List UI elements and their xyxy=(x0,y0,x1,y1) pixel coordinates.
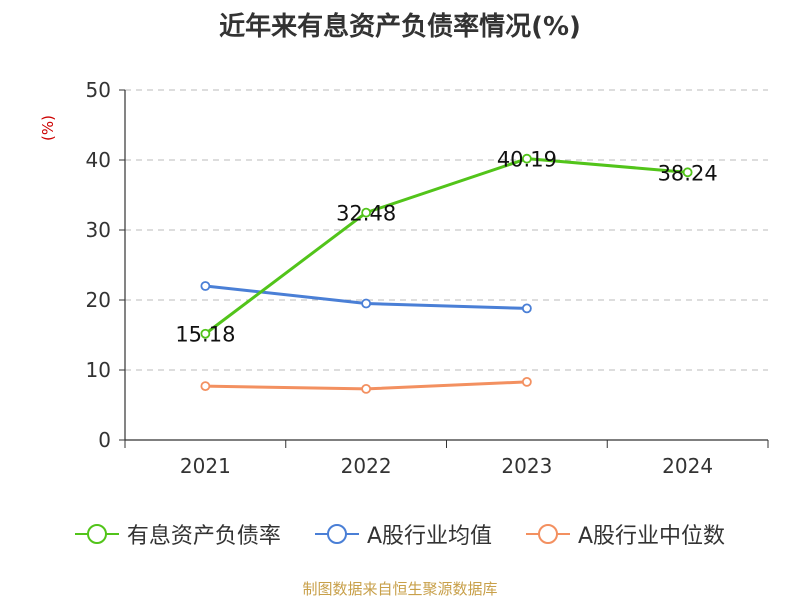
legend-marker-debt-ratio xyxy=(74,524,119,544)
chart-title: 近年来有息资产负债率情况(%) xyxy=(219,12,581,42)
legend-marker-industry-median xyxy=(526,524,570,544)
data-point-1-2021 xyxy=(200,281,211,291)
data-point-0-2023 xyxy=(521,153,532,164)
data-point-2-2022 xyxy=(361,383,372,394)
legend-marker-industry-mean xyxy=(314,524,359,544)
x-tick-label-2022: 2022 xyxy=(341,454,392,478)
data-point-0-2021 xyxy=(200,328,211,339)
y-tick-label-30: 30 xyxy=(86,218,111,242)
legend-item-industry-median[interactable]: A股行业中位数 xyxy=(526,518,725,550)
grid-lines xyxy=(125,89,768,371)
legend-item-industry-mean[interactable]: A股行业均值 xyxy=(314,518,492,550)
data-point-0-2022 xyxy=(361,207,372,218)
data-point-1-2022 xyxy=(361,298,372,309)
y-tick-label-40: 40 xyxy=(86,148,111,172)
y-tick-label-20: 20 xyxy=(86,288,111,312)
y-tick-label-10: 10 xyxy=(86,358,111,382)
legend-label-debt-ratio: 有息资产负债率 xyxy=(126,524,281,549)
source-note: 制图数据来自恒生聚源数据库 xyxy=(302,580,498,598)
data-point-2-2023 xyxy=(521,376,532,387)
legend-label-industry-median: A股行业中位数 xyxy=(578,524,726,549)
legend: 有息资产负债率 A股行业均值 A股行业中位数 xyxy=(0,518,800,550)
data-point-1-2023 xyxy=(521,303,532,314)
data-labels: 15.18 32.48 40.19 38.24 xyxy=(175,148,717,347)
data-label-2024: 38.24 xyxy=(658,161,718,185)
x-tick-label-2024: 2024 xyxy=(662,454,713,478)
axes: 0 10 20 30 40 50 2021 2022 2023 2024 xyxy=(86,78,769,478)
y-tick-label-0: 0 xyxy=(98,428,111,452)
data-label-2023: 40.19 xyxy=(497,148,557,172)
series-lines xyxy=(200,153,693,394)
legend-item-debt-ratio[interactable]: 有息资产负债率 xyxy=(74,518,281,550)
legend-label-industry-mean: A股行业均值 xyxy=(366,524,492,549)
y-tick-label-50: 50 xyxy=(86,78,111,102)
x-tick-label-2023: 2023 xyxy=(501,454,552,478)
data-point-0-2024 xyxy=(682,167,693,178)
x-tick-label-2021: 2021 xyxy=(180,454,231,478)
series-line-0 xyxy=(204,157,688,335)
data-label-2021: 15.18 xyxy=(175,323,235,347)
data-label-2022: 32.48 xyxy=(336,202,396,226)
data-point-2-2021 xyxy=(200,381,211,392)
